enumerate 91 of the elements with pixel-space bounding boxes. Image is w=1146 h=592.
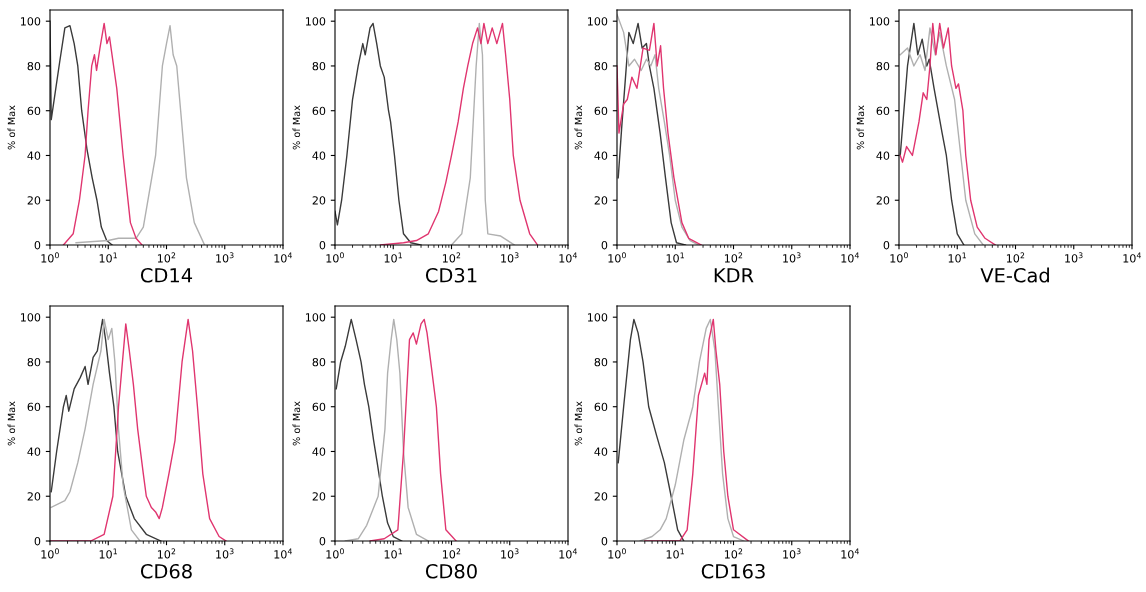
x-tick-label: 10$^{4}$ — [274, 548, 292, 559]
y-tick-label: 100 — [20, 313, 41, 322]
y-tick-label: 20 — [594, 196, 608, 205]
x-tick-label: 10$^{2}$ — [724, 252, 743, 263]
x-tick-label: 10$^{1}$ — [666, 252, 684, 263]
x-axis-title: CD14 — [140, 267, 193, 283]
y-tick-label: 60 — [876, 106, 890, 116]
x-tick-label: 10$^{3}$ — [216, 252, 234, 263]
x-tick-label: 10$^{3}$ — [783, 252, 801, 263]
y-tick-label: 60 — [27, 106, 41, 116]
x-axis-title: KDR — [714, 268, 754, 283]
y-tick-label: 100 — [305, 313, 326, 322]
y-tick-label: 60 — [312, 106, 326, 116]
x-axis-title: CD31 — [425, 267, 477, 283]
x-axis-title: CD80 — [425, 563, 477, 579]
x-tick-label: 10$^{3}$ — [1065, 252, 1083, 263]
y-tick-label: 0 — [601, 536, 608, 546]
x-tick-label: 10$^{0}$ — [326, 252, 344, 263]
x-axis-title: VE-Cad — [980, 267, 1049, 283]
y-axis-title: % of Max — [7, 105, 16, 150]
y-axis-title: % of Max — [856, 105, 865, 150]
x-tick-label: 10$^{1}$ — [99, 252, 117, 263]
y-tick-label: 100 — [869, 17, 890, 26]
x-tick-label: 10$^{1}$ — [948, 252, 966, 263]
y-tick-label: 80 — [27, 61, 41, 71]
y-tick-label: 80 — [594, 61, 608, 71]
y-tick-label: 100 — [20, 17, 41, 26]
x-tick-label: 10$^{1}$ — [666, 548, 684, 559]
x-tick-label: 10$^{2}$ — [157, 252, 176, 263]
x-tick-label: 10$^{2}$ — [442, 252, 461, 263]
x-tick-label: 10$^{1}$ — [99, 548, 117, 559]
y-tick-label: 20 — [27, 196, 41, 205]
y-tick-label: 40 — [312, 151, 326, 160]
y-tick-label: 40 — [594, 151, 608, 160]
y-axis-title: % of Max — [292, 401, 301, 446]
y-tick-label: 80 — [594, 357, 608, 367]
x-tick-label: 10$^{1}$ — [384, 548, 402, 559]
y-tick-label: 0 — [883, 240, 890, 250]
x-tick-label: 10$^{3}$ — [501, 252, 519, 263]
x-tick-label: 10$^{0}$ — [326, 548, 344, 559]
y-axis-title: % of Max — [574, 105, 583, 150]
y-tick-label: 40 — [27, 447, 41, 456]
x-tick-label: 10$^{3}$ — [783, 548, 801, 559]
x-tick-label: 10$^{0}$ — [41, 548, 59, 559]
y-tick-label: 0 — [601, 240, 608, 250]
y-tick-label: 0 — [34, 240, 41, 250]
y-tick-label: 20 — [27, 492, 41, 501]
x-tick-label: 10$^{0}$ — [608, 548, 626, 559]
x-tick-label: 10$^{1}$ — [384, 252, 402, 263]
y-tick-label: 60 — [312, 402, 326, 412]
y-tick-label: 100 — [587, 313, 608, 322]
y-tick-label: 60 — [594, 106, 608, 116]
x-tick-label: 10$^{0}$ — [890, 252, 908, 263]
x-tick-label: 10$^{2}$ — [442, 548, 461, 559]
x-tick-label: 10$^{4}$ — [274, 252, 292, 263]
y-tick-label: 20 — [876, 196, 890, 205]
y-tick-label: 100 — [587, 17, 608, 26]
y-tick-label: 60 — [594, 402, 608, 412]
y-tick-label: 20 — [312, 196, 326, 205]
y-tick-label: 0 — [319, 536, 326, 546]
x-tick-label: 10$^{4}$ — [841, 252, 859, 263]
x-tick-label: 10$^{4}$ — [559, 252, 577, 263]
x-tick-label: 10$^{4}$ — [1123, 252, 1141, 263]
y-tick-label: 80 — [312, 61, 326, 71]
y-tick-label: 80 — [27, 357, 41, 367]
x-axis-title: CD163 — [701, 563, 765, 579]
y-tick-label: 40 — [594, 447, 608, 456]
x-tick-label: 10$^{3}$ — [501, 548, 519, 559]
x-tick-label: 10$^{2}$ — [1006, 252, 1025, 263]
y-tick-label: 40 — [312, 447, 326, 456]
y-axis-title: % of Max — [292, 105, 301, 150]
y-tick-label: 80 — [312, 357, 326, 367]
x-tick-label: 10$^{2}$ — [157, 548, 176, 559]
x-axis-title: CD68 — [140, 563, 192, 579]
y-axis-title: % of Max — [574, 401, 583, 446]
y-tick-label: 100 — [305, 17, 326, 26]
y-axis-title: % of Max — [7, 401, 16, 446]
x-tick-label: 10$^{3}$ — [216, 548, 234, 559]
x-tick-label: 10$^{0}$ — [608, 252, 626, 263]
x-tick-label: 10$^{2}$ — [724, 548, 743, 559]
y-tick-label: 80 — [876, 61, 890, 71]
y-tick-label: 0 — [34, 536, 41, 546]
y-tick-label: 60 — [27, 402, 41, 412]
y-tick-label: 40 — [876, 151, 890, 160]
y-tick-label: 20 — [594, 492, 608, 501]
x-tick-label: 10$^{0}$ — [41, 252, 59, 263]
x-tick-label: 10$^{4}$ — [559, 548, 577, 559]
y-tick-label: 40 — [27, 151, 41, 160]
y-tick-label: 0 — [319, 240, 326, 250]
x-tick-label: 10$^{4}$ — [841, 548, 859, 559]
y-tick-label: 20 — [312, 492, 326, 501]
